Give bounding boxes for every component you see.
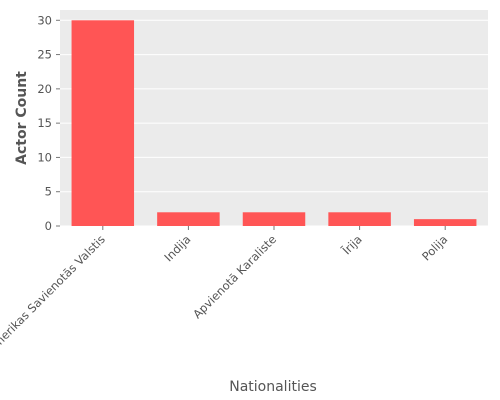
x-tick-label: Indija (161, 232, 193, 264)
bar (157, 212, 220, 226)
y-axis-ticks: 0 5 10 15 20 25 30 (37, 13, 60, 233)
y-tick-label: 30 (37, 13, 52, 27)
y-tick-label: 15 (37, 116, 52, 130)
bar (242, 212, 306, 226)
y-tick-label: 5 (45, 185, 52, 199)
y-tick-label: 0 (45, 219, 52, 233)
bar (71, 20, 135, 226)
x-axis-ticks: Amerikas Savienotās Valstis IndijaApvieno… (0, 226, 450, 356)
x-axis-title: Nationalities (229, 379, 317, 395)
x-tick-label: Polija (419, 232, 450, 263)
y-tick-label: 20 (37, 82, 52, 96)
x-tick-label: Amerikas Savienotās Valstis (0, 232, 108, 356)
y-tick-label: 10 (37, 150, 52, 164)
x-tick-label: Apvienotā Karaliste (190, 232, 279, 321)
y-axis-title: Actor Count (14, 71, 30, 165)
x-tick-label: Īrija (340, 232, 365, 257)
bar (328, 212, 391, 226)
bar (413, 219, 477, 226)
y-tick-label: 25 (37, 48, 52, 62)
bars (71, 20, 477, 226)
